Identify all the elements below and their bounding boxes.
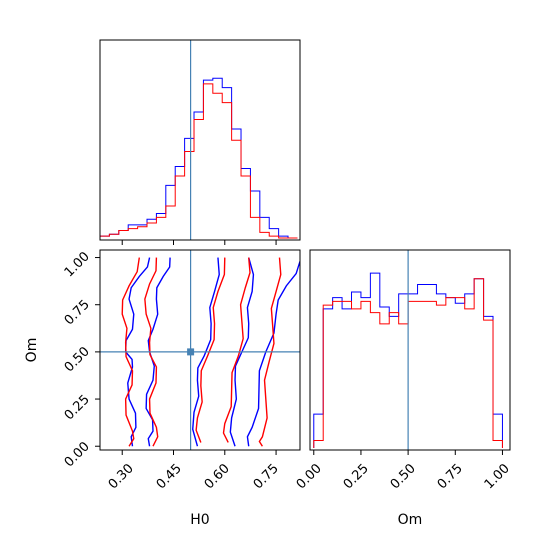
om-hist-step-red (313, 278, 503, 448)
h0-hist-step-red (99, 83, 298, 239)
joint-frame (99, 249, 301, 451)
joint-y-tick-label: 0.50 (62, 344, 93, 375)
om-x-tick-label: 0.25 (341, 461, 372, 492)
joint-x-tick-label: 0.60 (202, 461, 233, 492)
joint-y-tick-label: 0.00 (62, 439, 93, 470)
y-axis-label-om: Om (24, 338, 40, 363)
joint-y-tick-label: 0.75 (62, 297, 93, 328)
om-x-tick-label: 0.75 (435, 461, 466, 492)
joint-x-tick-label: 0.45 (154, 461, 185, 492)
h0-marginal-panel (99, 39, 301, 245)
joint-contour-red (121, 257, 141, 447)
x-axis-label-h0: H0 (190, 512, 209, 528)
joint-x-tick-label: 0.75 (251, 461, 282, 492)
joint-contour-blue (246, 261, 300, 447)
om-x-tick-label: 0.50 (388, 461, 419, 492)
joint-x-tick-labels: 0.30 0.45 0.60 0.75 (106, 461, 282, 492)
h0-hist-step-blue (99, 77, 298, 239)
joint-contour-red (258, 257, 282, 447)
joint-y-tick-labels: 0.00 0.25 0.50 0.75 1.00 (62, 249, 93, 470)
joint-x-tick-label: 0.30 (106, 461, 137, 492)
joint-contour-red (195, 257, 226, 443)
om-x-tick-labels: 0.00 0.25 0.50 0.75 1.00 (294, 461, 513, 492)
joint-contour-red (144, 257, 159, 447)
joint-truth-marker (187, 348, 195, 356)
om-x-tick-label: 0.00 (294, 461, 325, 492)
joint-y-tick-label: 1.00 (62, 249, 93, 280)
joint-contour-red (222, 257, 251, 443)
h0-om-joint-panel (95, 249, 301, 455)
om-hist-frame (309, 249, 511, 451)
om-marginal-panel (309, 249, 511, 455)
joint-y-tick-label: 0.25 (62, 392, 93, 423)
x-axis-label-om: Om (398, 512, 423, 528)
om-x-tick-label: 1.00 (482, 461, 513, 492)
h0-hist-frame (99, 39, 301, 241)
joint-contour-blue (192, 257, 220, 447)
